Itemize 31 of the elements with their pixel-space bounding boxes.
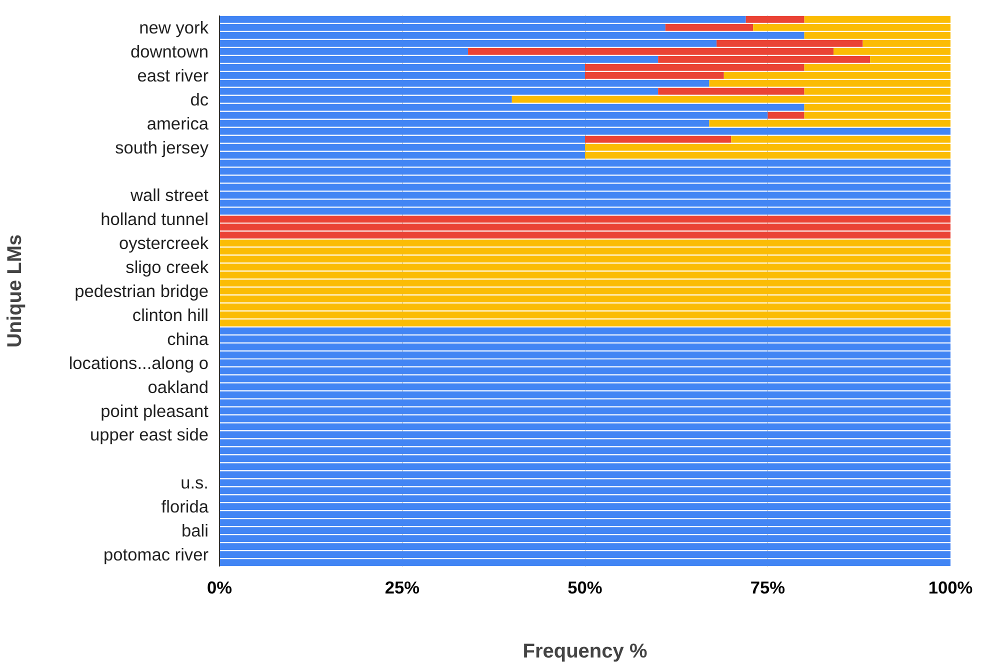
bar	[585, 136, 732, 143]
bar	[658, 88, 804, 95]
y-tick-label: downtown	[130, 41, 209, 62]
y-tick-label: potomac river	[104, 544, 209, 565]
y-tick-label: new york	[139, 17, 209, 38]
y-tick-label: east river	[137, 65, 209, 86]
x-tick-label: 25%	[384, 578, 420, 598]
y-tick-label: bali	[182, 520, 209, 541]
y-tick-label: oakland	[148, 376, 209, 397]
y-tick-label: china	[167, 328, 209, 349]
x-tick-label: 50%	[568, 578, 602, 598]
x-tick-label: 0%	[206, 578, 232, 598]
bar	[768, 112, 804, 119]
y-tick-label: wall street	[130, 185, 209, 206]
y-tick-label: u.s.	[180, 472, 209, 493]
x-tick-label: 100%	[928, 578, 973, 598]
y-tick-label: sligo creek	[126, 257, 209, 278]
x-axis-title: Frequency %	[522, 640, 648, 662]
y-tick-label: holland tunnel	[100, 209, 209, 230]
x-tick-label: 75%	[750, 578, 786, 598]
y-tick-label: pedestrian bridge	[74, 281, 208, 301]
y-tick-label: south jersey	[115, 137, 209, 158]
y-tick-label: dc	[190, 89, 209, 110]
y-tick-label: florida	[161, 496, 209, 517]
y-tick-label: oystercreek	[118, 233, 209, 254]
y-tick-label: clinton hill	[132, 304, 209, 325]
y-axis-title: Unique LMs	[4, 234, 26, 348]
y-tick-label: upper east side	[90, 424, 209, 445]
y-tick-label: point pleasant	[100, 400, 209, 421]
y-tick-label: locations...along o	[68, 352, 209, 373]
y-tick-label: america	[146, 113, 209, 134]
